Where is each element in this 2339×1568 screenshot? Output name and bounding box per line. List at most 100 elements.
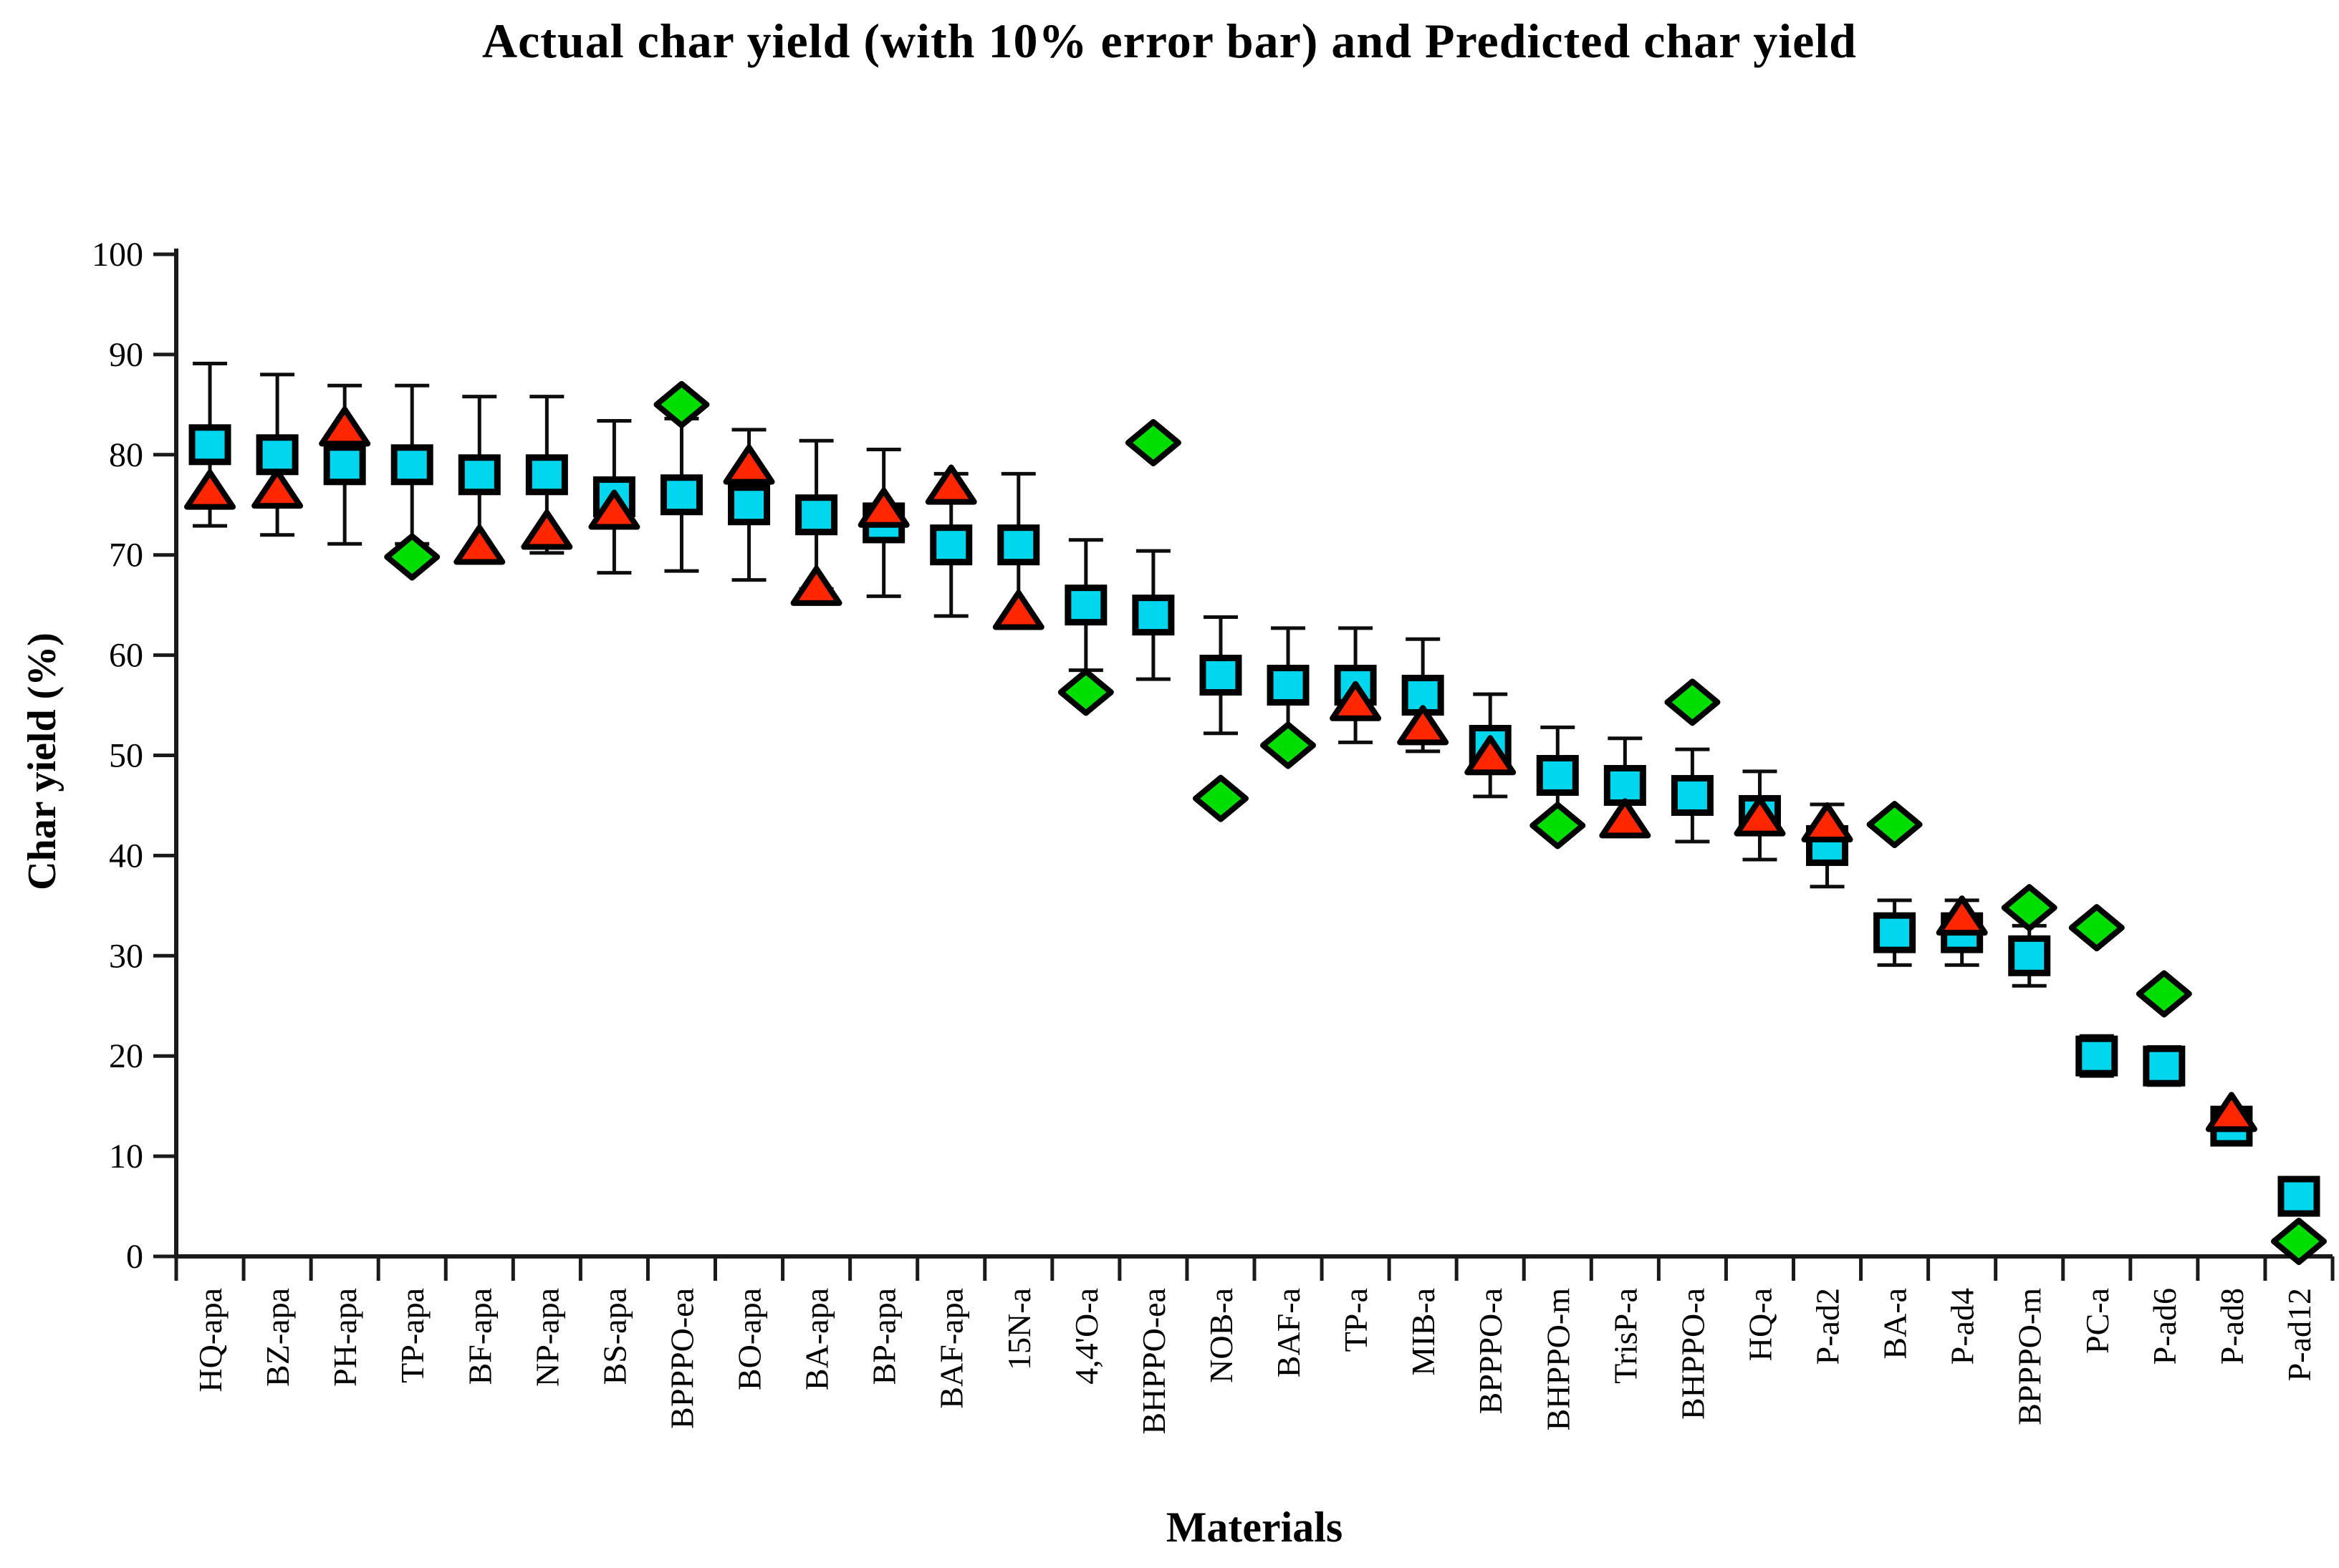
- x-category-label: BA-a: [1877, 1288, 1913, 1360]
- predicted-diamond-marker: [1057, 668, 1114, 716]
- actual-square-marker: [256, 434, 299, 476]
- y-tick-label: 60: [109, 637, 143, 675]
- y-tick-label: 50: [109, 737, 143, 775]
- predicted-triangle-marker: [925, 464, 977, 505]
- predicted-diamond-marker: [1260, 721, 1317, 769]
- x-category-label: P-ad12: [2281, 1288, 2318, 1381]
- x-category-label: PC-a: [2079, 1288, 2115, 1354]
- x-category-label: BO-apa: [731, 1288, 768, 1390]
- x-category-label: BAF-apa: [933, 1288, 970, 1409]
- predicted-triangle-marker: [588, 489, 640, 530]
- x-category-label: MIB-a: [1405, 1288, 1441, 1376]
- y-tick-label: 70: [109, 537, 143, 574]
- x-category-label: BPPPO-a: [1472, 1288, 1509, 1414]
- predicted-diamond-marker: [1192, 774, 1249, 822]
- y-tick-label: 10: [109, 1137, 143, 1175]
- x-category-label: P-ad6: [2146, 1288, 2183, 1365]
- actual-square-marker: [390, 444, 433, 486]
- actual-square-marker: [997, 524, 1040, 566]
- predicted-diamond-marker: [2270, 1218, 2327, 1266]
- x-category-label: NP-apa: [529, 1288, 565, 1387]
- y-tick-label: 30: [109, 937, 143, 975]
- y-tick-label: 40: [109, 837, 143, 875]
- predicted-triangle-marker: [1801, 802, 1853, 843]
- actual-square-marker: [660, 474, 703, 516]
- actual-square-marker: [930, 524, 973, 566]
- x-category-label: BZ-apa: [259, 1288, 296, 1387]
- actual-square-marker: [1603, 764, 1646, 806]
- y-tick-label: 90: [109, 336, 143, 374]
- actual-square-marker: [323, 444, 366, 486]
- x-category-label: PH-apa: [327, 1288, 363, 1387]
- x-category-label: BP-apa: [866, 1288, 903, 1385]
- actual-square-marker: [1267, 665, 1310, 706]
- x-category-label: 15N-a: [1001, 1288, 1037, 1370]
- x-category-label: BPPPO-m: [2012, 1288, 2048, 1425]
- actual-square-marker: [458, 454, 501, 496]
- predicted-triangle-marker: [319, 406, 371, 447]
- predicted-triangle-marker: [790, 565, 842, 606]
- x-category-label: BHPPO-a: [1674, 1288, 1711, 1420]
- x-category-label: HQ-apa: [192, 1288, 229, 1393]
- actual-square-marker: [1671, 774, 1714, 816]
- actual-square-marker: [2008, 935, 2051, 976]
- predicted-triangle-marker: [1397, 705, 1449, 746]
- actual-square-marker: [1873, 912, 1916, 953]
- actual-square-marker: [2075, 1035, 2118, 1077]
- predicted-diamond-marker: [2068, 904, 2125, 952]
- predicted-diamond-marker: [2001, 884, 2057, 932]
- predicted-triangle-marker: [2205, 1092, 2257, 1132]
- chart-title: Actual char yield (with 10% error bar) a…: [482, 14, 1857, 68]
- y-tick-label: 20: [109, 1037, 143, 1075]
- predicted-diamond-marker: [2136, 970, 2192, 1018]
- x-category-label: TP-a: [1337, 1288, 1374, 1352]
- x-category-label: TrisP-a: [1607, 1288, 1643, 1384]
- actual-square-marker: [2143, 1045, 2186, 1087]
- predicted-triangle-marker: [1330, 680, 1382, 721]
- actual-square-marker: [2277, 1175, 2320, 1217]
- predicted-diamond-marker: [1125, 419, 1181, 467]
- actual-square-marker: [1065, 585, 1108, 626]
- x-category-label: P-ad2: [1810, 1288, 1846, 1365]
- y-tick-label: 80: [109, 436, 143, 474]
- x-category-label: BAF-a: [1270, 1288, 1307, 1377]
- x-category-label: HQ-a: [1742, 1288, 1778, 1361]
- y-tick-label: 100: [92, 236, 143, 274]
- actual-square-marker: [728, 484, 771, 526]
- predicted-triangle-marker: [184, 469, 236, 510]
- actual-square-marker: [1132, 595, 1175, 636]
- predicted-triangle-marker: [992, 590, 1044, 630]
- predicted-triangle-marker: [521, 509, 573, 550]
- predicted-triangle-marker: [251, 468, 304, 509]
- x-category-label: BHPPO-ea: [1135, 1288, 1172, 1434]
- actual-square-marker: [795, 494, 838, 536]
- predicted-triangle-marker: [723, 444, 775, 485]
- predicted-triangle-marker: [453, 524, 506, 565]
- predicted-diamond-marker: [1866, 801, 1923, 849]
- predicted-diamond-marker: [1529, 802, 1586, 850]
- actual-square-marker: [1199, 655, 1242, 696]
- predicted-triangle-marker: [1734, 796, 1786, 837]
- predicted-triangle-marker: [1936, 895, 1988, 936]
- x-category-label: TP-apa: [394, 1288, 431, 1383]
- x-axis-title: Materials: [1166, 1504, 1343, 1551]
- x-category-label: P-ad8: [2214, 1288, 2250, 1365]
- predicted-diamond-marker: [1664, 678, 1721, 726]
- actual-square-marker: [1536, 754, 1579, 796]
- x-category-label: 4,4'O-a: [1068, 1288, 1105, 1385]
- predicted-diamond-marker: [384, 533, 441, 581]
- x-category-label: BA-apa: [799, 1288, 835, 1390]
- predicted-triangle-marker: [1464, 735, 1517, 776]
- predicted-triangle-marker: [1599, 798, 1651, 839]
- actual-square-marker: [188, 424, 231, 466]
- y-tick-label: 0: [126, 1238, 143, 1276]
- actual-square-marker: [525, 454, 568, 496]
- predicted-triangle-marker: [858, 487, 910, 528]
- x-category-label: BS-apa: [596, 1288, 633, 1385]
- x-category-label: NOB-a: [1203, 1288, 1239, 1383]
- x-category-label: BHPPO-m: [1540, 1288, 1576, 1431]
- x-category-label: BPPPO-ea: [663, 1288, 700, 1429]
- x-category-label: BF-apa: [461, 1288, 498, 1385]
